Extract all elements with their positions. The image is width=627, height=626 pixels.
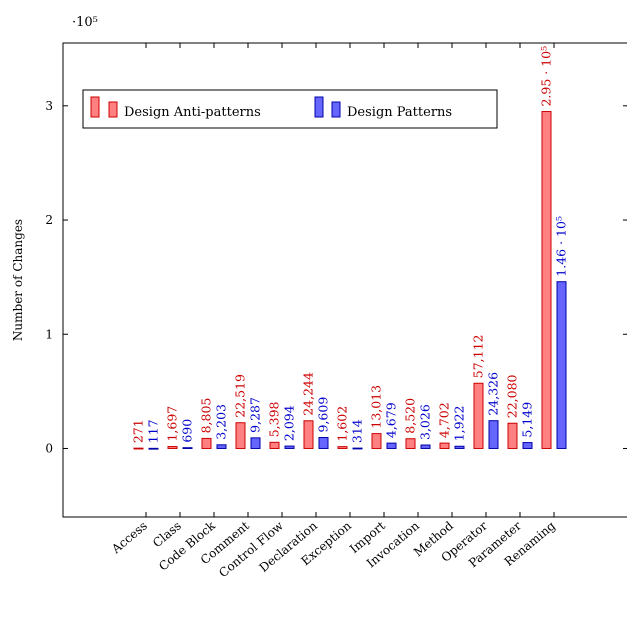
bar-patterns	[421, 445, 430, 448]
value-label-patterns: 9,287	[248, 397, 263, 433]
bar-anti-patterns	[168, 447, 177, 449]
bar-anti-patterns	[372, 434, 381, 449]
value-label-patterns: 24,326	[486, 372, 501, 416]
bar-anti-patterns	[304, 421, 313, 449]
bar-anti-patterns	[202, 438, 211, 448]
bar-patterns	[387, 443, 396, 448]
value-label-anti-patterns: 8,805	[199, 398, 214, 434]
value-label-patterns: 117	[146, 419, 161, 443]
bar-anti-patterns	[338, 447, 347, 449]
bar-anti-patterns	[474, 383, 483, 448]
value-label-anti-patterns: 2.95 · 10⁵	[539, 46, 554, 107]
bar-anti-patterns	[134, 448, 143, 449]
value-label-patterns: 1.46 · 10⁵	[554, 216, 569, 277]
bar-patterns	[319, 437, 328, 448]
bar-anti-patterns	[508, 423, 517, 448]
legend-swatch-anti-patterns-2	[109, 102, 117, 117]
bar-patterns	[523, 443, 532, 449]
value-label-anti-patterns: 13,013	[369, 385, 384, 429]
value-label-patterns: 3,203	[214, 404, 229, 440]
y-axis-label: Number of Changes	[11, 219, 25, 341]
bar-patterns	[251, 438, 260, 449]
bar-patterns	[149, 448, 158, 449]
bar-patterns	[217, 445, 226, 449]
value-label-patterns: 9,609	[316, 397, 331, 433]
bar-patterns	[285, 446, 294, 448]
bar-patterns	[557, 282, 566, 449]
value-label-anti-patterns: 24,244	[301, 372, 316, 416]
y-tick-label: 1	[45, 327, 53, 341]
value-label-patterns: 4,679	[384, 402, 399, 438]
legend-label-anti-patterns: Design Anti-patterns	[124, 105, 261, 120]
bar-patterns	[489, 421, 498, 449]
legend-swatch-patterns-2	[332, 102, 340, 117]
value-label-patterns: 2,094	[282, 405, 297, 441]
value-label-anti-patterns: 1,697	[165, 406, 180, 442]
bar-patterns	[455, 446, 464, 448]
value-label-anti-patterns: 57,112	[471, 334, 486, 378]
bar-patterns	[183, 448, 192, 449]
bar-anti-patterns	[542, 112, 551, 449]
legend-swatch-patterns	[315, 97, 323, 117]
bar-anti-patterns	[236, 423, 245, 449]
x-tick-label: Access	[108, 519, 150, 557]
value-label-patterns: 690	[180, 419, 195, 443]
value-label-anti-patterns: 22,519	[233, 374, 248, 418]
y-tick-label: 3	[45, 99, 53, 113]
value-label-anti-patterns: 22,080	[505, 374, 520, 418]
value-label-patterns: 314	[350, 419, 365, 443]
value-label-anti-patterns: 5,398	[267, 401, 282, 437]
value-label-anti-patterns: 8,520	[403, 398, 418, 434]
value-label-anti-patterns: 1,602	[335, 406, 350, 442]
legend-swatch-anti-patterns	[91, 97, 99, 117]
value-label-patterns: 5,149	[520, 402, 535, 438]
y-scale-label: ·10⁵	[72, 15, 98, 30]
bar-anti-patterns	[406, 439, 415, 449]
y-tick-label: 2	[45, 213, 53, 227]
value-label-anti-patterns: 271	[131, 419, 146, 443]
value-label-anti-patterns: 4,702	[437, 402, 452, 438]
legend-label-patterns: Design Patterns	[347, 105, 452, 120]
y-tick-label: 0	[45, 441, 53, 455]
legend: Design Anti-patterns Design Patterns	[83, 90, 497, 128]
bar-anti-patterns	[270, 442, 279, 448]
value-label-patterns: 1,922	[452, 405, 467, 441]
bar-anti-patterns	[440, 443, 449, 448]
y-axis-scale-factor: ·10⁵	[72, 15, 98, 30]
value-label-patterns: 3,026	[418, 404, 433, 440]
bar-patterns	[353, 448, 362, 449]
